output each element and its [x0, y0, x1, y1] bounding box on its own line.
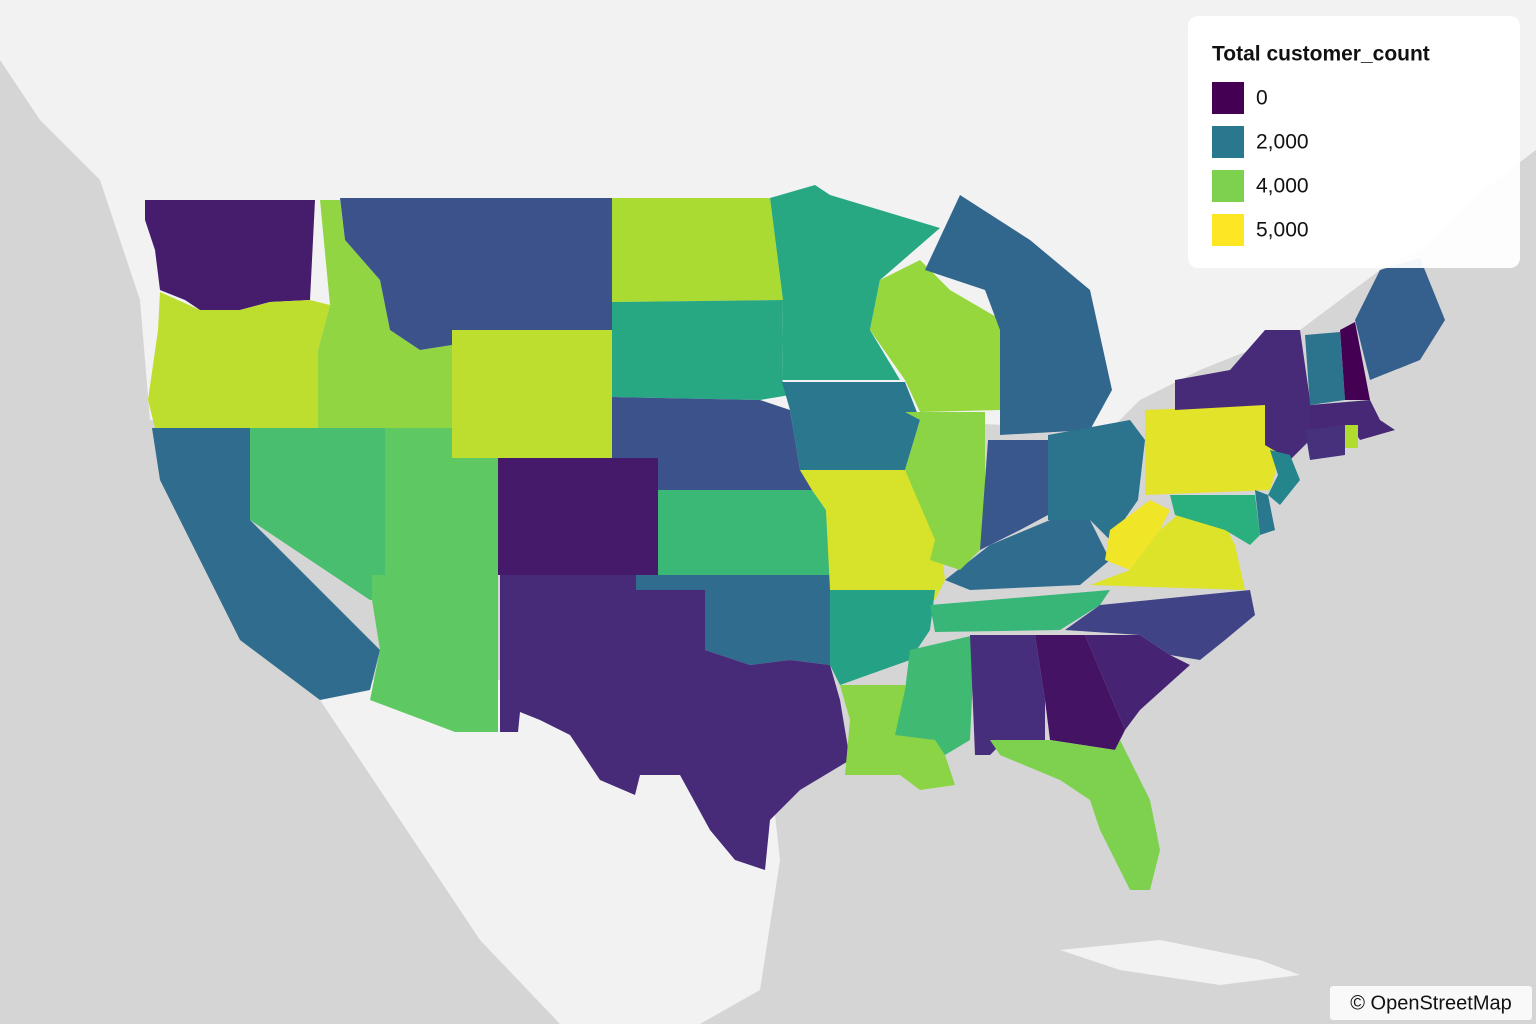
- state: [945, 520, 1110, 590]
- state: [870, 260, 1010, 412]
- legend-label: 4,000: [1256, 175, 1309, 198]
- legend-label: 2,000: [1256, 131, 1309, 154]
- legend-swatch: [1212, 170, 1244, 202]
- state: [658, 490, 830, 575]
- state: [1305, 332, 1345, 405]
- state: [370, 575, 498, 732]
- state: [1035, 635, 1125, 750]
- state: [1345, 425, 1358, 448]
- attribution-box: [1330, 986, 1532, 1020]
- state: [385, 428, 498, 575]
- state: [1355, 258, 1445, 380]
- state: [498, 458, 658, 575]
- legend-swatch: [1212, 126, 1244, 158]
- state: [1105, 500, 1170, 570]
- state: [895, 635, 975, 755]
- legend-swatch: [1212, 82, 1244, 114]
- state: [612, 397, 812, 490]
- state: [1048, 420, 1145, 540]
- state: [636, 575, 830, 665]
- legend-box: [1188, 16, 1520, 268]
- legend-swatch: [1212, 214, 1244, 246]
- legend-label: 5,000: [1256, 219, 1309, 242]
- state: [152, 428, 380, 700]
- state: [1085, 635, 1190, 730]
- legend-label: 0: [1256, 87, 1268, 110]
- attribution: © OpenStreetMap: [1350, 992, 1511, 1014]
- state: [250, 428, 385, 600]
- state: [1170, 495, 1260, 545]
- state: [980, 440, 1048, 550]
- state: [1305, 425, 1345, 460]
- state: [800, 470, 945, 600]
- state: [905, 412, 985, 570]
- state: [925, 195, 1112, 435]
- state: [1310, 400, 1395, 440]
- state: [452, 330, 612, 458]
- state: [930, 590, 1110, 632]
- state: [1175, 330, 1310, 460]
- state: [520, 590, 850, 870]
- legend-title: Total customer_count: [1212, 43, 1430, 66]
- legend-items: 0 2,000 4,000 5,000: [1212, 82, 1309, 246]
- state: [1255, 490, 1275, 535]
- state: [148, 292, 330, 428]
- states: [145, 185, 1445, 890]
- state: [840, 685, 955, 790]
- state: [990, 740, 1160, 890]
- state: [145, 200, 315, 310]
- state: [782, 382, 920, 470]
- legend: Total customer_count 0 2,000 4,000 5,000: [1188, 16, 1520, 268]
- state: [612, 300, 790, 400]
- state: [1340, 322, 1370, 400]
- state: [970, 635, 1045, 755]
- state: [340, 198, 612, 350]
- state: [318, 200, 452, 428]
- island: [1060, 940, 1300, 985]
- state: [500, 575, 636, 732]
- state: [1268, 450, 1300, 505]
- state: [826, 590, 935, 685]
- state: [770, 185, 940, 380]
- state: [1145, 405, 1285, 495]
- state: [1065, 590, 1255, 660]
- state: [612, 198, 783, 302]
